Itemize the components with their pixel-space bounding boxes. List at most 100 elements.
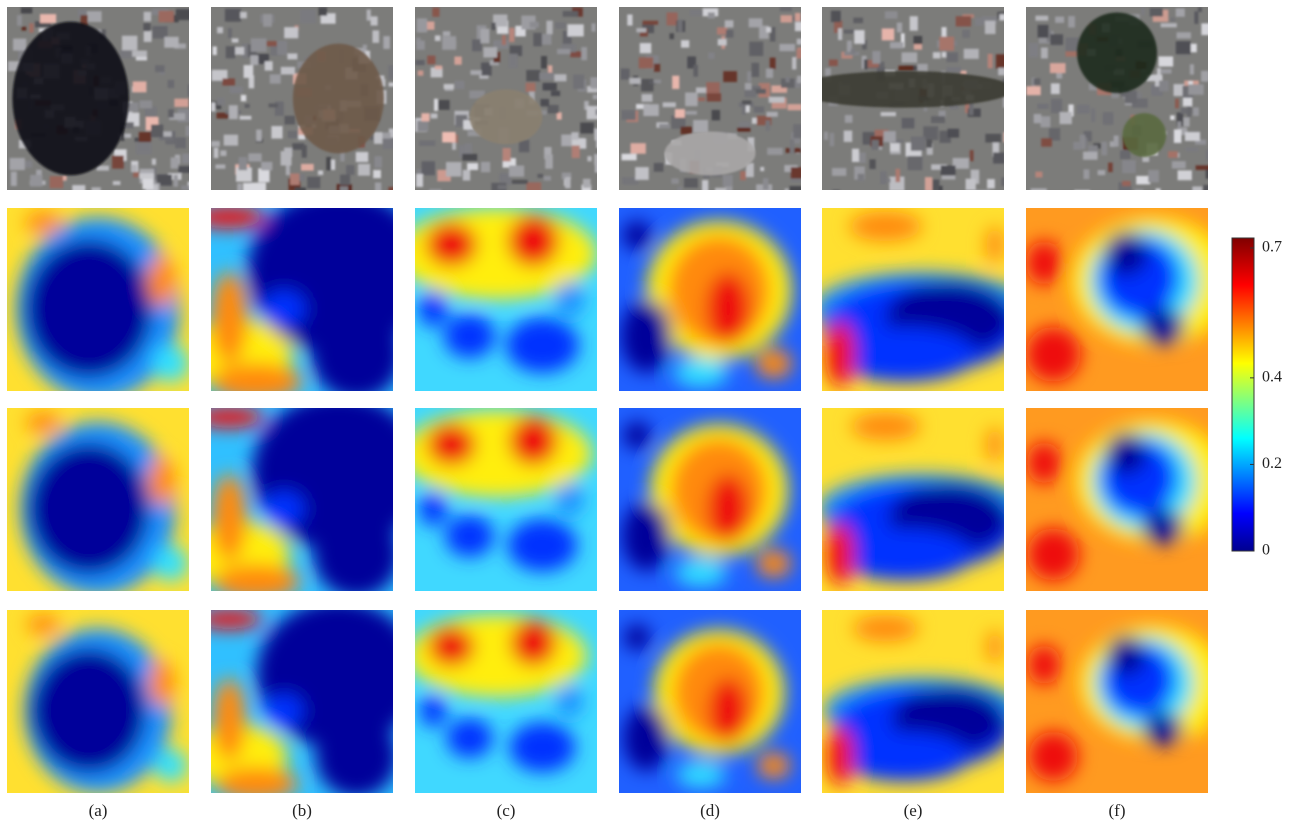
building xyxy=(228,47,245,55)
building xyxy=(253,53,270,65)
building xyxy=(993,152,1004,164)
building xyxy=(220,150,227,157)
building xyxy=(1035,15,1049,21)
building xyxy=(388,186,393,190)
building xyxy=(969,150,974,162)
building xyxy=(874,129,889,141)
building xyxy=(383,36,390,49)
heat-region xyxy=(986,630,1004,664)
heat-region xyxy=(756,549,791,578)
building xyxy=(1183,117,1190,127)
building xyxy=(1173,84,1185,97)
building xyxy=(880,171,887,185)
building xyxy=(1175,98,1179,109)
building xyxy=(493,14,508,27)
building xyxy=(724,20,734,28)
building xyxy=(909,16,918,31)
building xyxy=(539,33,552,45)
building xyxy=(672,75,680,89)
building xyxy=(143,30,152,42)
building xyxy=(1177,121,1182,134)
building xyxy=(571,138,587,149)
building xyxy=(540,56,547,69)
building xyxy=(379,78,386,87)
building xyxy=(687,56,696,69)
building xyxy=(540,98,550,107)
building xyxy=(900,33,905,48)
building xyxy=(138,132,152,143)
heat-region xyxy=(261,290,306,327)
building xyxy=(793,124,801,139)
heat-region xyxy=(509,416,558,466)
building xyxy=(1170,17,1176,22)
building xyxy=(594,162,597,173)
building xyxy=(749,41,764,57)
heat-region xyxy=(831,326,977,382)
building xyxy=(1141,7,1145,16)
building xyxy=(182,153,189,164)
building xyxy=(1065,37,1080,52)
building xyxy=(581,47,587,61)
building xyxy=(949,103,959,110)
building xyxy=(294,187,306,190)
column-label: (a) xyxy=(89,801,108,820)
building xyxy=(545,154,553,169)
building xyxy=(240,94,247,102)
building xyxy=(1197,7,1202,12)
building xyxy=(515,25,526,37)
building xyxy=(584,101,589,110)
building xyxy=(1173,129,1182,143)
building xyxy=(454,56,462,65)
heat-region xyxy=(1189,703,1208,737)
building xyxy=(130,164,137,172)
building xyxy=(216,112,229,119)
building xyxy=(284,27,299,39)
building xyxy=(889,140,900,152)
building xyxy=(883,178,891,183)
building xyxy=(677,186,683,190)
building xyxy=(429,189,442,190)
building xyxy=(375,132,391,139)
building xyxy=(388,128,393,138)
building xyxy=(965,102,972,114)
building xyxy=(1175,8,1185,17)
heat-region xyxy=(509,722,576,772)
heat-region xyxy=(852,615,919,642)
building xyxy=(662,102,676,108)
building xyxy=(1040,116,1051,128)
building xyxy=(843,130,853,142)
building xyxy=(556,112,562,120)
colorbar-tick-label: 0.7 xyxy=(1262,239,1282,256)
building xyxy=(738,121,751,130)
building xyxy=(685,92,698,107)
aerial-image xyxy=(211,7,393,190)
building xyxy=(738,102,754,108)
heatmap xyxy=(822,408,1004,591)
building xyxy=(1205,165,1208,179)
building xyxy=(525,82,536,93)
heat-region xyxy=(555,281,585,318)
building xyxy=(1111,88,1119,99)
heat-blobs xyxy=(211,408,393,591)
building xyxy=(796,75,801,84)
building xyxy=(722,174,733,187)
building xyxy=(751,117,757,124)
building xyxy=(683,178,698,188)
building xyxy=(1160,23,1177,28)
building xyxy=(170,157,179,169)
building xyxy=(707,12,715,19)
building xyxy=(29,23,34,33)
heat-region xyxy=(1026,442,1062,484)
building xyxy=(227,28,233,39)
building xyxy=(742,100,752,105)
building xyxy=(416,169,423,178)
building xyxy=(508,165,525,177)
building xyxy=(1146,74,1163,82)
building xyxy=(77,9,87,18)
building xyxy=(639,28,648,37)
building xyxy=(139,100,153,109)
building xyxy=(799,145,801,151)
building xyxy=(871,139,879,150)
heat-region xyxy=(25,211,62,234)
